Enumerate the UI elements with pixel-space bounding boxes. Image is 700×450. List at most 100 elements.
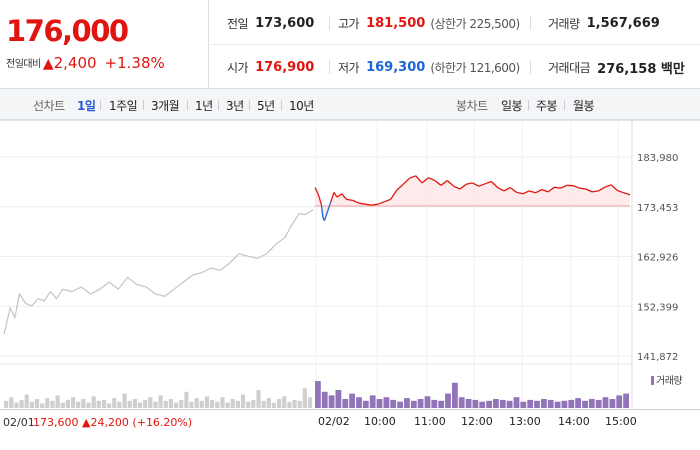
volume-bar — [431, 399, 438, 408]
volume-legend-swatch-icon — [651, 376, 654, 385]
volume-bar — [356, 397, 362, 408]
tab-10y[interactable]: 10년 — [289, 99, 314, 113]
volume-bar — [76, 401, 81, 408]
divider — [564, 100, 565, 110]
today-price-segment — [323, 211, 329, 221]
today-price-segment — [484, 180, 492, 185]
volume-bar — [184, 391, 189, 408]
today-price-segment — [592, 190, 599, 193]
volume-bar — [34, 399, 40, 408]
volume-bar — [24, 394, 29, 408]
volume-bar — [266, 398, 271, 408]
today-price-segment — [428, 177, 435, 182]
today-price-segment — [503, 187, 511, 192]
volume-bar — [297, 400, 302, 408]
volume-bar — [112, 398, 117, 408]
price-chart-area[interactable]: 183,980 173,453 162,926 152,399 141,872 02/02… — [0, 120, 700, 450]
footer-prev-day-info: 173,600 ▲24,200 (+16.20%) — [33, 416, 193, 429]
today-price-segment — [396, 183, 404, 191]
stat-prev-close: 전일 173,600 — [227, 1, 314, 45]
volume-label: 거래량 — [548, 16, 580, 31]
volume-bar — [486, 400, 492, 408]
volume-bar — [527, 399, 534, 408]
divider — [329, 60, 330, 74]
tab-3y[interactable]: 3년 — [226, 99, 244, 113]
volume-bar — [417, 399, 424, 408]
x-tick-label: 13:00 — [509, 415, 541, 428]
x-tick-label: 14:00 — [558, 415, 590, 428]
volume-bar — [342, 399, 349, 408]
volume-bar — [554, 401, 561, 408]
today-price-segment — [453, 185, 461, 190]
volume-bar — [499, 399, 506, 408]
volume-bar — [14, 402, 19, 408]
volume-bar — [561, 400, 568, 408]
today-price-segment — [314, 187, 319, 195]
today-price-segment — [541, 188, 549, 193]
volume-bar — [230, 399, 235, 408]
volume-bar — [189, 401, 194, 408]
volume-bar — [616, 395, 623, 408]
volume-bar — [302, 388, 307, 408]
today-price-segment — [415, 175, 423, 184]
volume-bar — [168, 399, 173, 408]
today-price-segment — [535, 188, 543, 194]
lower-limit: (하한가 121,600) — [430, 60, 520, 75]
y-tick-label: 141,872 — [637, 352, 678, 363]
stat-open: 시가 176,900 — [227, 45, 314, 89]
today-area-fill — [315, 175, 630, 221]
today-price-segment — [317, 193, 322, 205]
today-price-segment — [554, 186, 561, 189]
volume-bar — [153, 401, 158, 408]
tab-1w[interactable]: 1주일 — [109, 99, 138, 113]
volume-bar — [256, 390, 261, 408]
today-price-segment — [560, 184, 568, 189]
today-price-segment — [330, 192, 335, 203]
tab-3m[interactable]: 3개월 — [151, 99, 180, 113]
volume-bar — [235, 400, 240, 408]
volume-bar — [609, 399, 616, 408]
today-price-segment — [579, 187, 586, 190]
volume-bar — [506, 400, 513, 408]
volume-bar — [479, 401, 486, 408]
volume-bar — [225, 402, 230, 408]
stat-low: 저가 169,300 (하한가 121,600) — [338, 45, 520, 89]
volume-bar — [81, 399, 86, 408]
tab-5y[interactable]: 5년 — [257, 99, 275, 113]
today-price-segment — [434, 179, 442, 186]
volume-bar — [50, 400, 55, 408]
price-chart[interactable]: 183,980 173,453 162,926 152,399 141,872 02/02… — [0, 120, 700, 450]
tab-1y[interactable]: 1년 — [195, 99, 213, 113]
today-price-segment — [623, 192, 631, 196]
volume-bar — [86, 402, 91, 408]
today-price-segment — [604, 184, 612, 188]
volume-bar — [588, 399, 595, 408]
divider — [187, 100, 188, 110]
volume-bar — [9, 397, 14, 408]
today-price-segment — [509, 187, 517, 193]
volume-bar — [383, 397, 390, 408]
volume-bar — [179, 399, 184, 408]
divider — [530, 16, 531, 30]
volume-bar — [261, 400, 266, 408]
volume-bar — [40, 403, 45, 408]
tab-daily-candle[interactable]: 일봉 — [501, 99, 523, 113]
change-percent: +1.38% — [104, 54, 165, 72]
tab-weekly-candle[interactable]: 주봉 — [536, 99, 558, 113]
x-tick-label: 10:00 — [364, 415, 396, 428]
volume-bar — [582, 400, 588, 408]
volume-bar — [251, 399, 256, 408]
low-label: 저가 — [338, 60, 360, 75]
volume-bar — [465, 399, 472, 408]
tab-1d[interactable]: 1일 — [77, 99, 96, 113]
today-price-segment — [440, 179, 448, 186]
volume-bar — [277, 399, 282, 408]
today-price-segment — [336, 193, 343, 198]
today-price-segment — [472, 182, 480, 187]
volume-bar — [132, 399, 137, 408]
volume-bar — [547, 399, 554, 408]
volume-bar — [575, 398, 581, 408]
tab-monthly-candle[interactable]: 월봉 — [573, 99, 595, 113]
price-box: 176,000 전일대비 ▲2,400 +1.38% — [0, 0, 209, 89]
volume-bar — [321, 391, 328, 408]
